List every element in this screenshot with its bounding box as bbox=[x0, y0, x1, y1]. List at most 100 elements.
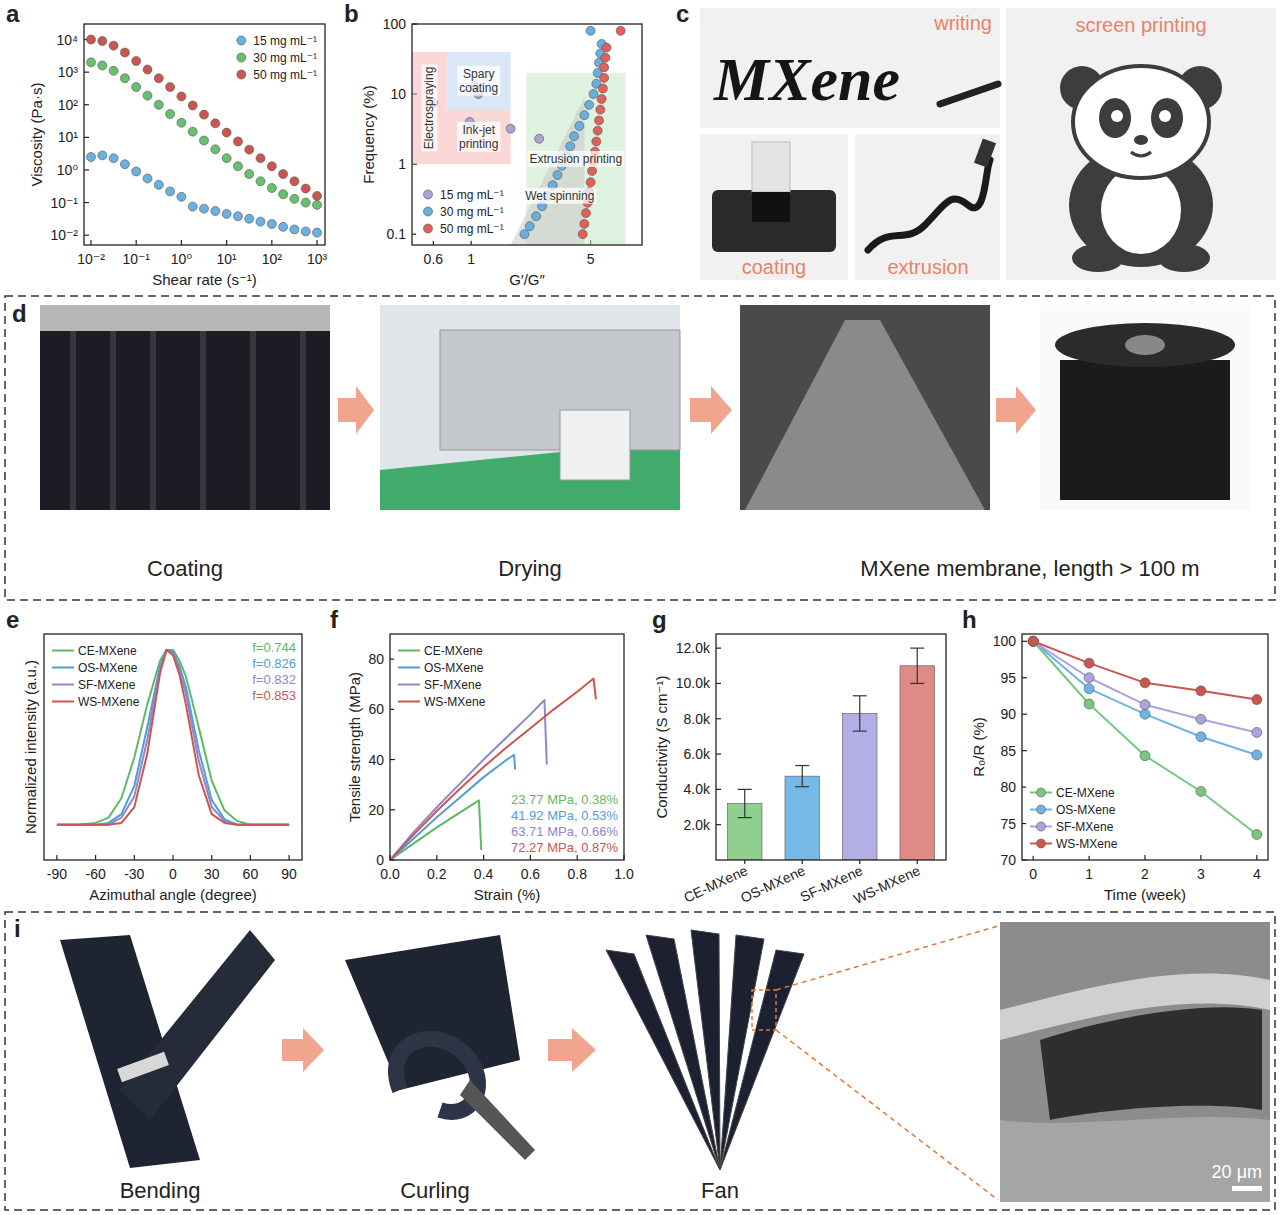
sem-substrate bbox=[1000, 1117, 1270, 1202]
y-tick bbox=[84, 104, 89, 105]
legend-label: 15 mg mL⁻¹ bbox=[253, 34, 317, 48]
legend-swatch bbox=[52, 650, 74, 652]
legend-bg bbox=[229, 28, 321, 87]
marker bbox=[313, 228, 322, 237]
paper-coated bbox=[752, 192, 790, 222]
marker bbox=[1196, 714, 1206, 724]
sem-image bbox=[1000, 922, 1270, 1202]
marker bbox=[166, 83, 175, 92]
marker bbox=[98, 61, 107, 70]
photo-frame bbox=[700, 134, 848, 280]
legend-swatch bbox=[237, 53, 246, 62]
error-cap bbox=[795, 765, 809, 766]
y-tick bbox=[1022, 714, 1027, 715]
panel-letter: a bbox=[6, 0, 20, 27]
marker bbox=[582, 209, 591, 218]
error-cap bbox=[853, 731, 867, 732]
marker bbox=[1084, 699, 1094, 709]
legend-label: 15 mg mL⁻¹ bbox=[440, 188, 504, 202]
annotation: 63.71 MPa, 0.66% bbox=[511, 824, 618, 839]
panel-box bbox=[5, 296, 1275, 600]
y-tick-label: 85 bbox=[1000, 743, 1016, 759]
marker bbox=[120, 48, 129, 57]
marker bbox=[211, 119, 220, 128]
legend: 15 mg mL⁻¹30 mg mL⁻¹50 mg mL⁻¹ bbox=[229, 28, 321, 87]
marker bbox=[166, 110, 175, 119]
region-label: Electrospraying bbox=[422, 67, 436, 150]
x-tick-label: WS-MXene bbox=[851, 862, 923, 907]
marker bbox=[600, 73, 609, 82]
y-tick bbox=[84, 72, 89, 73]
x-tick-label: 90 bbox=[281, 866, 297, 882]
y-tick bbox=[716, 753, 721, 754]
x-tick-label: 10⁻¹ bbox=[122, 251, 150, 267]
y-tick bbox=[390, 759, 395, 760]
photo-frame bbox=[700, 8, 1000, 128]
x-tick-label: 5 bbox=[587, 251, 595, 267]
marker bbox=[1196, 686, 1206, 696]
panel-d: dCoatingDryingMXene membrane, length > 1… bbox=[5, 296, 1275, 600]
marks bbox=[412, 26, 625, 245]
marker bbox=[279, 170, 288, 179]
error-line bbox=[859, 696, 860, 731]
caption: Drying bbox=[498, 556, 562, 581]
y-tick bbox=[1022, 750, 1027, 751]
annotation: f=0.826 bbox=[252, 656, 296, 671]
x-tick-label: 0.2 bbox=[427, 866, 447, 882]
legend-swatch bbox=[424, 207, 433, 216]
photo-label: extrusion bbox=[887, 256, 968, 278]
marker bbox=[87, 58, 96, 67]
x-tick bbox=[95, 855, 96, 860]
marker bbox=[132, 167, 141, 176]
y-axis-title: Viscosity (Pa·s) bbox=[28, 83, 45, 187]
y-tick-label: 10² bbox=[58, 97, 79, 113]
error-line bbox=[744, 789, 745, 817]
plot-frame bbox=[390, 634, 624, 860]
panel-c: cMXenewritingcoatingextrusionscreen prin… bbox=[676, 0, 1276, 280]
bar bbox=[843, 713, 878, 860]
arrow bbox=[996, 386, 1036, 434]
y-tick bbox=[716, 718, 721, 719]
y-tick-label: 100 bbox=[993, 633, 1017, 649]
arrow bbox=[690, 386, 732, 434]
legend-swatch bbox=[424, 224, 433, 233]
annotation: 41.92 MPa, 0.53% bbox=[511, 808, 618, 823]
y-tick-label: 10.0k bbox=[676, 675, 711, 691]
x-axis-title: Strain (%) bbox=[474, 886, 541, 903]
marker bbox=[290, 194, 299, 203]
legend-swatch bbox=[398, 684, 420, 686]
plot-frame bbox=[1022, 634, 1268, 860]
tweezers bbox=[460, 1080, 535, 1160]
marker bbox=[1252, 695, 1262, 705]
error-bar bbox=[738, 789, 752, 817]
marker bbox=[98, 151, 107, 160]
legend-label: SF-MXene bbox=[1056, 820, 1114, 834]
extruded-line bbox=[868, 160, 990, 250]
x-tick-label: 0.6 bbox=[424, 251, 444, 267]
y-tick-label: 20 bbox=[368, 802, 384, 818]
marker bbox=[279, 222, 288, 231]
marker bbox=[301, 198, 310, 207]
legend-bg bbox=[416, 182, 508, 241]
chart-h: h70758085909510001234Time (week)R₀/R (%)… bbox=[962, 606, 1268, 903]
y-tick-label: 10³ bbox=[58, 64, 79, 80]
marker bbox=[87, 35, 96, 44]
legend: CE-MXeneOS-MXeneSF-MXeneWS-MXene bbox=[48, 638, 144, 714]
marker bbox=[120, 160, 129, 169]
legend-label: WS-MXene bbox=[78, 695, 140, 709]
marker bbox=[143, 65, 152, 74]
panda-eye bbox=[1111, 110, 1123, 122]
chart-b: b0.11101000.615G′/G″Frequency (%)Electro… bbox=[344, 0, 642, 288]
y-tick-label: 4.0k bbox=[684, 781, 711, 797]
error-cap bbox=[738, 817, 752, 818]
x-tick bbox=[271, 240, 272, 245]
photo-drying bbox=[380, 305, 680, 510]
y-tick-label: 40 bbox=[368, 752, 384, 768]
zoom-box bbox=[752, 990, 776, 1030]
photo-streak bbox=[200, 331, 206, 510]
marker bbox=[1140, 700, 1150, 710]
x-tick bbox=[1200, 855, 1201, 860]
photo-cabinet bbox=[560, 410, 630, 480]
marker bbox=[188, 101, 197, 110]
marker bbox=[578, 230, 587, 239]
